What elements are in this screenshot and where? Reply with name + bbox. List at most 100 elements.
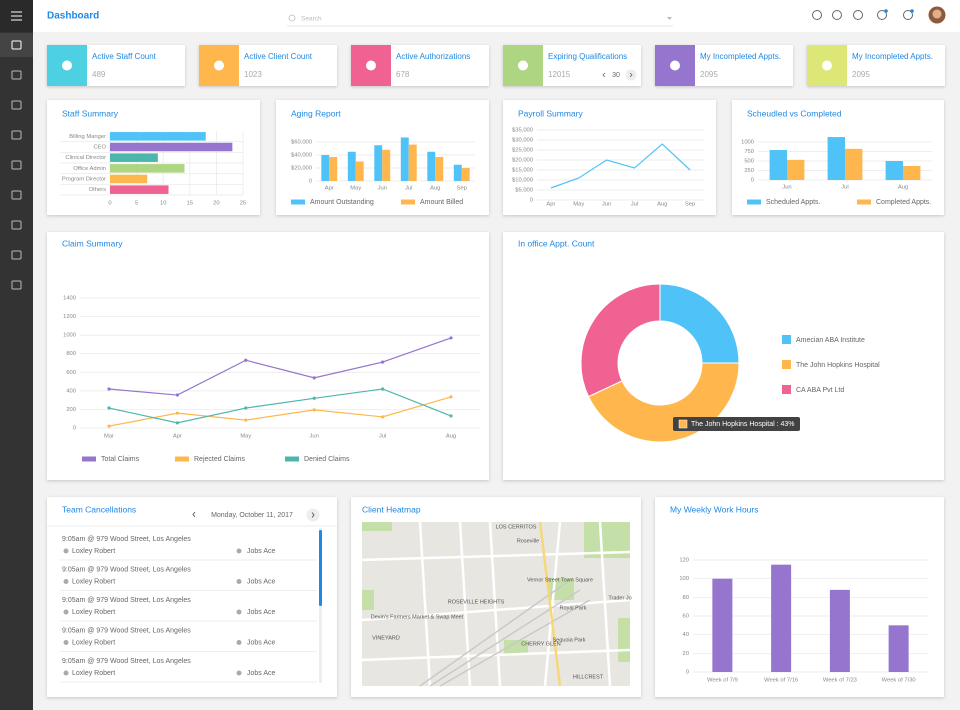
bar (110, 174, 148, 184)
y-tick-label: 1400 (63, 296, 76, 302)
legend-label: The John Hopkins Hospital (796, 362, 880, 369)
nav-icon[interactable] (11, 220, 22, 230)
chart-title: In office Appt. Count (518, 238, 595, 248)
header-icon[interactable] (812, 10, 822, 20)
y-tick-label: Program Director (62, 177, 106, 183)
kpi-value: 2095 (700, 70, 718, 79)
kpi-label: My Incompleted Appts. (700, 52, 781, 61)
search-icon (288, 14, 296, 22)
map-rail (419, 579, 571, 687)
search-input[interactable]: Search (301, 16, 322, 23)
legend-label: Scheduled Appts. (766, 199, 821, 206)
tooltip-swatch (678, 419, 688, 429)
person-icon (63, 609, 69, 615)
x-tick-label: Jul (841, 185, 848, 191)
company-icon (236, 640, 242, 645)
y-tick-label: 600 (66, 370, 76, 376)
header-icon[interactable] (832, 10, 842, 20)
y-tick-label: Clinical Director (65, 155, 106, 161)
y-tick-label: 800 (66, 351, 76, 357)
scrollbar-thumb[interactable] (319, 530, 322, 606)
bar (400, 137, 409, 181)
bar (769, 149, 787, 180)
y-tick-label: 80 (683, 595, 689, 601)
x-tick-label: Apr (173, 434, 182, 440)
header-icon[interactable] (903, 10, 913, 20)
nav-icon[interactable] (11, 250, 22, 260)
nav-active (0, 33, 33, 57)
date-next-arrow (311, 512, 315, 518)
bar (903, 165, 921, 180)
line (108, 388, 452, 424)
cancel-time: 9:05am @ 979 Wood Street, Los Angeles (62, 597, 191, 604)
search-dropdown[interactable] (667, 17, 672, 20)
nav-icon[interactable] (11, 70, 22, 80)
nav-icon[interactable] (11, 40, 22, 50)
panel (47, 232, 489, 480)
cancel-person: Loxley Robert (72, 670, 115, 677)
map-label: Trader Jo (608, 595, 631, 601)
header-icon[interactable] (877, 10, 887, 20)
cancel-time: 9:05am @ 979 Wood Street, Los Angeles (62, 566, 191, 573)
y-tick-label: $25,000 (512, 148, 533, 154)
cancel-person: Loxley Robert (72, 639, 115, 646)
chart-title: Claim Summary (62, 238, 123, 248)
avatar-face (932, 9, 942, 19)
point (312, 396, 316, 400)
kpi-label: Active Client Count (244, 52, 313, 61)
nav-icon[interactable] (11, 190, 22, 200)
y-tick-label: 120 (679, 558, 689, 564)
y-tick-label: $5,000 (515, 188, 533, 194)
pager-next[interactable] (625, 69, 637, 81)
chart-title: Scheudled vs Completed (747, 108, 842, 118)
sidebar (0, 0, 33, 710)
bar (329, 156, 338, 181)
cancel-person: Loxley Robert (72, 548, 115, 555)
x-tick-label: Jun (378, 186, 387, 192)
y-tick-label: $20,000 (291, 166, 312, 172)
kpi-value: 489 (92, 70, 106, 79)
legend-swatch (782, 335, 791, 344)
y-tick-label: 0 (73, 426, 76, 432)
y-tick-label: 1000 (741, 140, 754, 146)
nav-icon[interactable] (11, 130, 22, 140)
legend-label: CA ABA Pvt Ltd (796, 387, 844, 394)
legend-label: Total Claims (101, 456, 140, 463)
y-tick-label: Billing Manger (69, 134, 106, 140)
bar (355, 161, 364, 181)
nav-icon[interactable] (11, 100, 22, 110)
map-park (362, 590, 374, 610)
kpi-label: Expiring Qualifications (548, 52, 627, 61)
y-tick-label: 400 (66, 388, 76, 394)
legend-swatch (401, 199, 415, 205)
donut-slice[interactable] (580, 283, 661, 398)
point (312, 376, 316, 380)
y-tick-label: 200 (66, 407, 76, 413)
header-icon[interactable] (853, 10, 863, 20)
menu-icon (11, 11, 22, 21)
chart-title: Staff Summary (62, 108, 119, 118)
y-tick-label: $15,000 (512, 168, 533, 174)
date-prev[interactable] (192, 511, 196, 518)
x-tick-label: 25 (240, 201, 246, 207)
bar (408, 144, 417, 181)
panel-title: Team Cancellations (62, 504, 136, 514)
map-label: CHERRY GLEN (521, 641, 561, 647)
x-tick-label: May (350, 186, 361, 192)
x-tick-label: Week of 7/30 (882, 678, 916, 684)
person-icon (63, 548, 69, 554)
point (449, 395, 453, 399)
map-road (488, 521, 502, 687)
y-tick-label: 40 (683, 632, 689, 638)
bar (461, 168, 470, 181)
map-park (362, 522, 392, 531)
nav-icon[interactable] (11, 160, 22, 170)
date-next[interactable] (306, 508, 320, 522)
x-tick-label: Aug (430, 186, 440, 192)
pager-prev[interactable] (602, 72, 606, 78)
x-tick-label: Apr (325, 186, 334, 192)
y-tick-label: $20,000 (512, 158, 533, 164)
nav-icon[interactable] (11, 280, 22, 290)
x-tick-label: 15 (187, 201, 193, 207)
